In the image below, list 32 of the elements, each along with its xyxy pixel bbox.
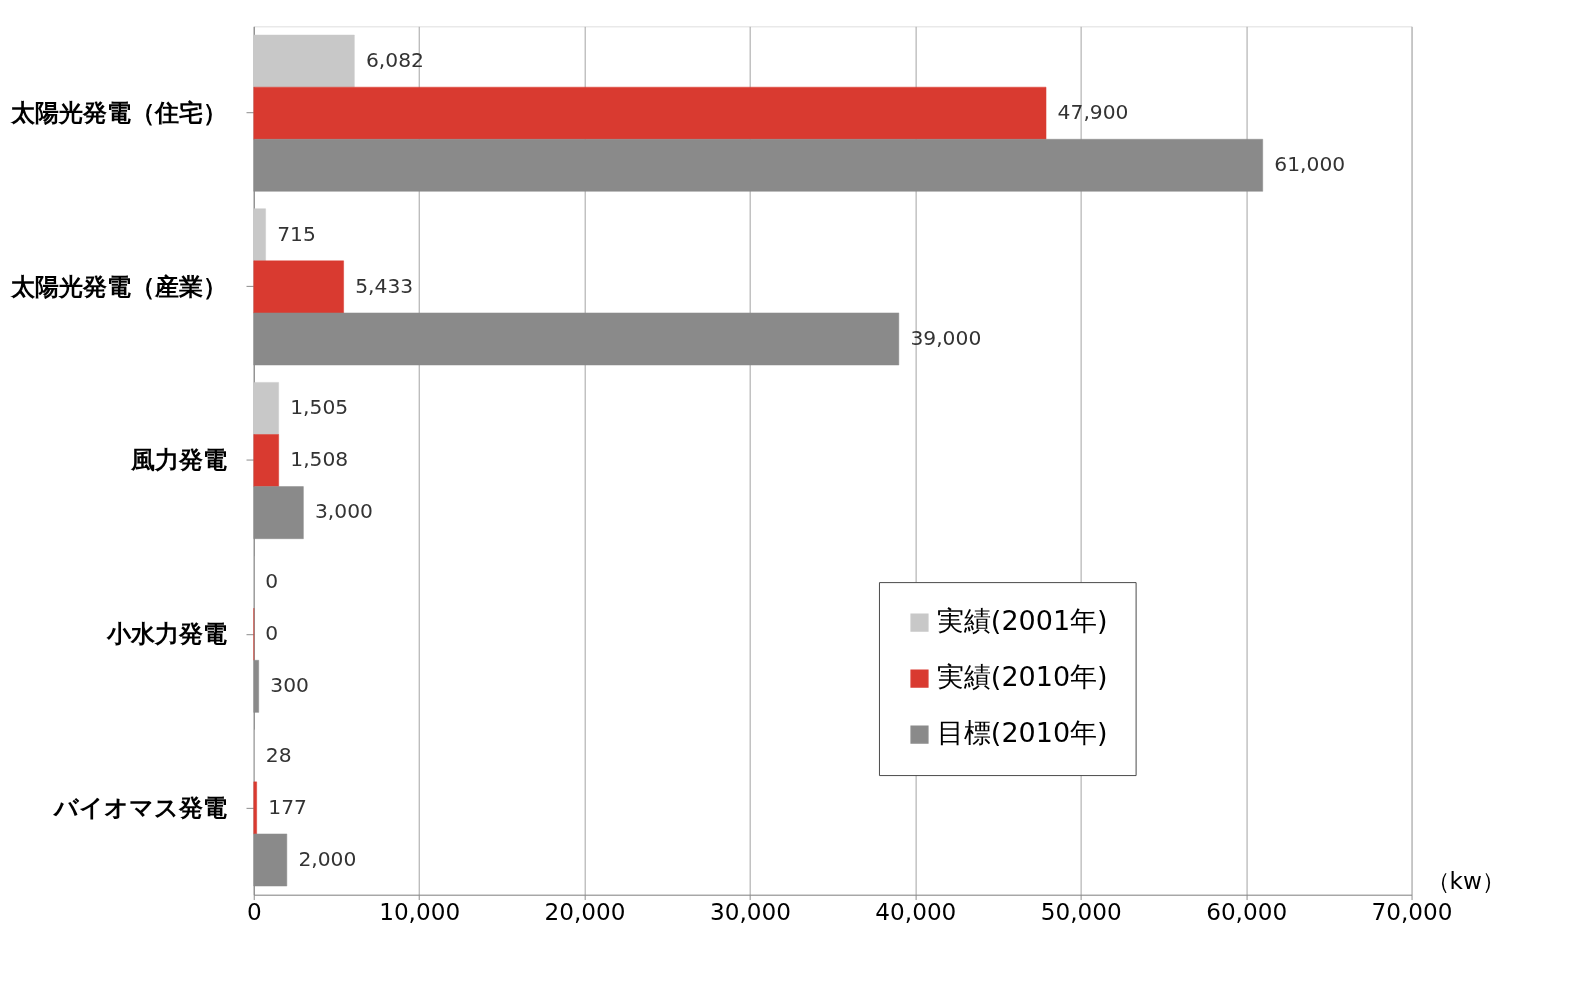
data-label: 715 bbox=[277, 221, 316, 246]
data-label: 39,000 bbox=[910, 325, 982, 350]
y-tick-label: 風力発電 bbox=[130, 446, 228, 475]
y-tick-label: 太陽光発電（住宅） bbox=[10, 98, 228, 127]
legend-label: 実績(2010年) bbox=[936, 661, 1108, 693]
x-axis-title: （kw） bbox=[1426, 868, 1505, 895]
x-tick-label: 60,000 bbox=[1206, 899, 1288, 926]
x-tick-label: 30,000 bbox=[709, 899, 791, 926]
x-tick-label: 40,000 bbox=[875, 899, 957, 926]
x-tick-label: 50,000 bbox=[1040, 899, 1122, 926]
legend-label: 目標(2010年) bbox=[936, 717, 1108, 749]
data-label: 300 bbox=[270, 673, 309, 698]
y-tick-label: 小水力発電 bbox=[106, 619, 228, 648]
data-label: 0 bbox=[265, 621, 279, 646]
data-label: 6,082 bbox=[365, 47, 424, 72]
data-label: 3,000 bbox=[314, 499, 373, 524]
data-label: 5,433 bbox=[355, 273, 414, 298]
data-label: 177 bbox=[268, 794, 307, 819]
data-label: 1,505 bbox=[290, 395, 349, 420]
x-tick-label: 10,000 bbox=[379, 899, 461, 926]
x-tick-label: 70,000 bbox=[1371, 899, 1453, 926]
data-label: 0 bbox=[265, 568, 279, 593]
x-tick-label: 20,000 bbox=[544, 899, 626, 926]
data-label: 47,900 bbox=[1057, 99, 1129, 124]
legend-label: 実績(2001年) bbox=[936, 605, 1108, 637]
y-tick-label: バイオマス発電 bbox=[52, 793, 228, 822]
data-label: 1,508 bbox=[290, 447, 349, 472]
x-tick-label: 0 bbox=[246, 899, 262, 926]
data-label: 2,000 bbox=[298, 846, 357, 871]
data-label: 61,000 bbox=[1274, 152, 1346, 177]
y-tick-label: 太陽光発電（産業） bbox=[10, 272, 228, 301]
data-label: 28 bbox=[265, 742, 292, 767]
